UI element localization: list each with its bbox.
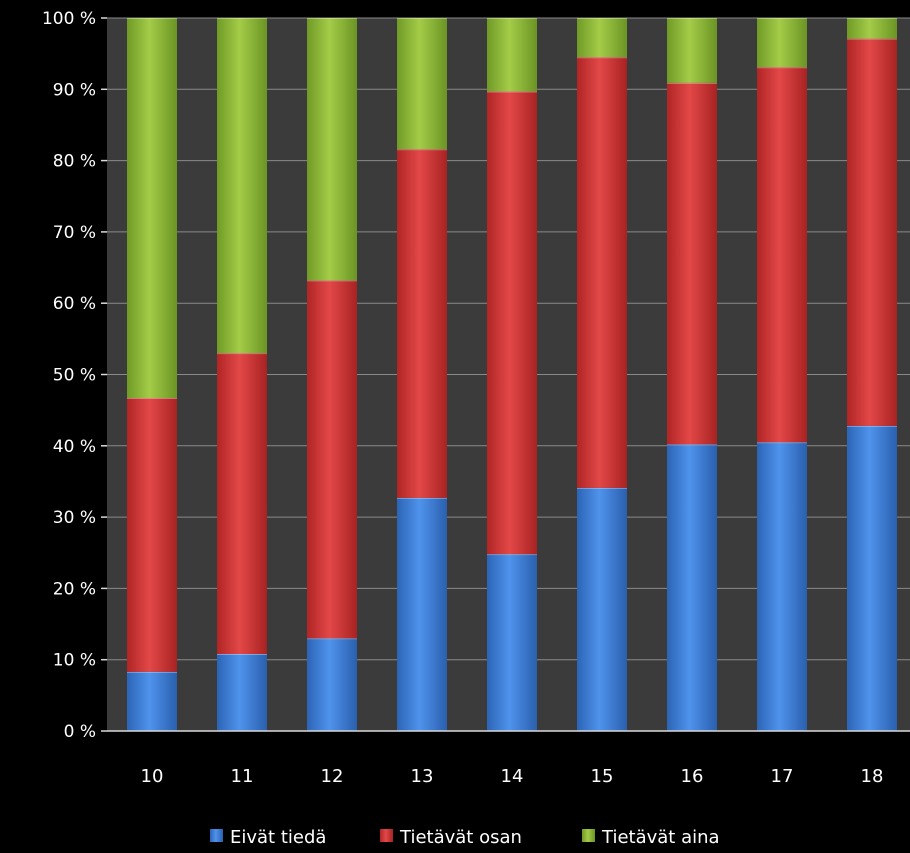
x-tick-label: 11 (231, 766, 254, 787)
bar-segment (577, 18, 627, 58)
bar-segment (847, 18, 897, 39)
bar-segment (307, 18, 357, 281)
bar-segment (667, 444, 717, 731)
y-tick-label: 50 % (53, 366, 96, 386)
y-tick-label: 20 % (53, 579, 96, 599)
bar-segment (397, 149, 447, 498)
x-tick-label: 12 (321, 766, 344, 787)
bar-segment (577, 57, 627, 488)
x-axis-ticks: 10 11 12 13 14 15 16 17 18 (141, 766, 884, 787)
legend-label: Tietävät osan (399, 827, 522, 848)
legend-item: Tietävät aina (582, 827, 720, 848)
bar-segment (667, 82, 717, 445)
x-tick-label: 17 (771, 766, 794, 787)
legend-swatch (210, 829, 223, 842)
bar-segment (847, 425, 897, 731)
x-tick-label: 13 (411, 766, 434, 787)
y-tick-label: 0 % (64, 722, 96, 742)
bar-segment (127, 398, 177, 672)
bar-segment (487, 554, 537, 731)
x-tick-label: 18 (861, 766, 884, 787)
bar-segment (127, 671, 177, 731)
x-tick-label: 16 (681, 766, 704, 787)
y-tick-label: 40 % (53, 437, 96, 457)
bar-segment (397, 18, 447, 150)
legend-item: Eivät tiedä (210, 827, 326, 848)
bar-segment (127, 18, 177, 399)
y-tick-label: 60 % (53, 294, 96, 314)
bar-segment (217, 353, 267, 654)
y-tick-label: 10 % (53, 651, 96, 671)
bar-segment (847, 38, 897, 426)
bar-segment (757, 67, 807, 443)
y-tick-label: 100 % (42, 9, 96, 29)
legend-label: Tietävät aina (601, 827, 720, 848)
x-tick-label: 15 (591, 766, 614, 787)
y-tick-label: 70 % (53, 223, 96, 243)
bar-segment (397, 497, 447, 731)
legend-swatch (380, 829, 393, 842)
bar-segment (487, 18, 537, 92)
legend: Eivät tiedä Tietävät osan Tietävät aina (210, 827, 720, 848)
bar-segment (757, 442, 807, 731)
bar-segment (757, 18, 807, 68)
bar-segment (217, 18, 267, 354)
legend-swatch (582, 829, 595, 842)
y-axis-ticks: 0 % 10 % 20 % 30 % 40 % 50 % 60 % 70 % 80 % 90 % 1… (42, 9, 107, 742)
bar-segment (667, 18, 717, 83)
x-tick-label: 10 (141, 766, 164, 787)
x-tick-label: 14 (501, 766, 524, 787)
bar-segment (217, 653, 267, 731)
legend-item: Tietävät osan (380, 827, 522, 848)
bar-segment (577, 487, 627, 731)
y-tick-label: 30 % (53, 508, 96, 528)
bar-segment (307, 638, 357, 731)
legend-label: Eivät tiedä (230, 827, 326, 848)
bar-segment (487, 91, 537, 555)
bars (127, 18, 897, 731)
y-tick-label: 80 % (53, 152, 96, 172)
y-tick-label: 90 % (53, 80, 96, 100)
bar-segment (307, 280, 357, 639)
